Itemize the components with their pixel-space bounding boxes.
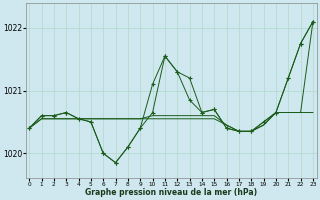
- X-axis label: Graphe pression niveau de la mer (hPa): Graphe pression niveau de la mer (hPa): [85, 188, 257, 197]
